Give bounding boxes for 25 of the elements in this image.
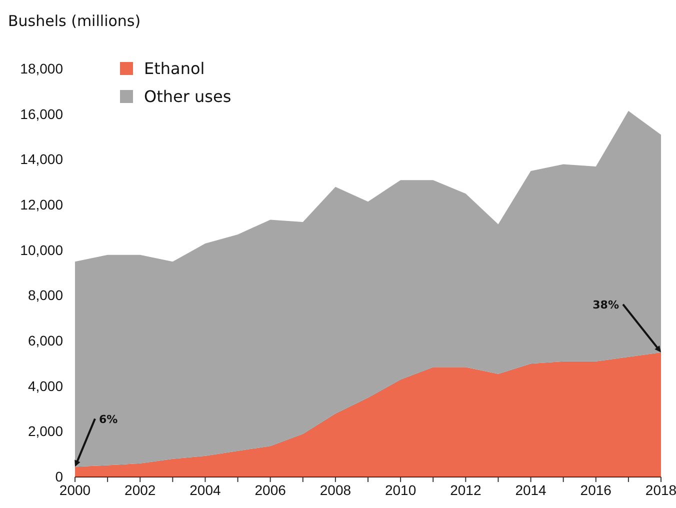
y-tick-label: 0 bbox=[55, 468, 64, 484]
x-tick-label: 2012 bbox=[450, 482, 482, 498]
y-tick-label: 12,000 bbox=[20, 196, 64, 212]
x-tick-label: 2016 bbox=[580, 482, 612, 498]
y-axis-title: Bushels (millions) bbox=[8, 12, 141, 30]
x-tick-label: 2014 bbox=[515, 482, 547, 498]
x-tick-label: 2004 bbox=[190, 482, 222, 498]
y-tick-label: 4,000 bbox=[28, 378, 64, 394]
x-tick-label: 2010 bbox=[384, 482, 416, 498]
y-tick-label: 6,000 bbox=[28, 332, 64, 348]
y-tick-label: 14,000 bbox=[20, 151, 64, 168]
annotation: 6% bbox=[99, 412, 118, 426]
legend-label: Other uses bbox=[144, 87, 232, 106]
legend-label: Ethanol bbox=[144, 59, 205, 78]
annotation: 38% bbox=[592, 298, 619, 312]
y-tick-label: 18,000 bbox=[20, 60, 64, 76]
x-tick-label: 2006 bbox=[254, 482, 286, 498]
y-tick-label: 2,000 bbox=[28, 423, 64, 440]
x-tick-label: 2002 bbox=[124, 482, 156, 498]
x-tick-label: 2000 bbox=[59, 482, 91, 498]
x-tick-label: 2008 bbox=[320, 482, 352, 498]
x-tick-label: 2018 bbox=[645, 482, 676, 498]
y-tick-label: 10,000 bbox=[20, 242, 64, 258]
y-tick-label: 8,000 bbox=[28, 287, 64, 304]
y-tick-label: 16,000 bbox=[20, 106, 64, 122]
